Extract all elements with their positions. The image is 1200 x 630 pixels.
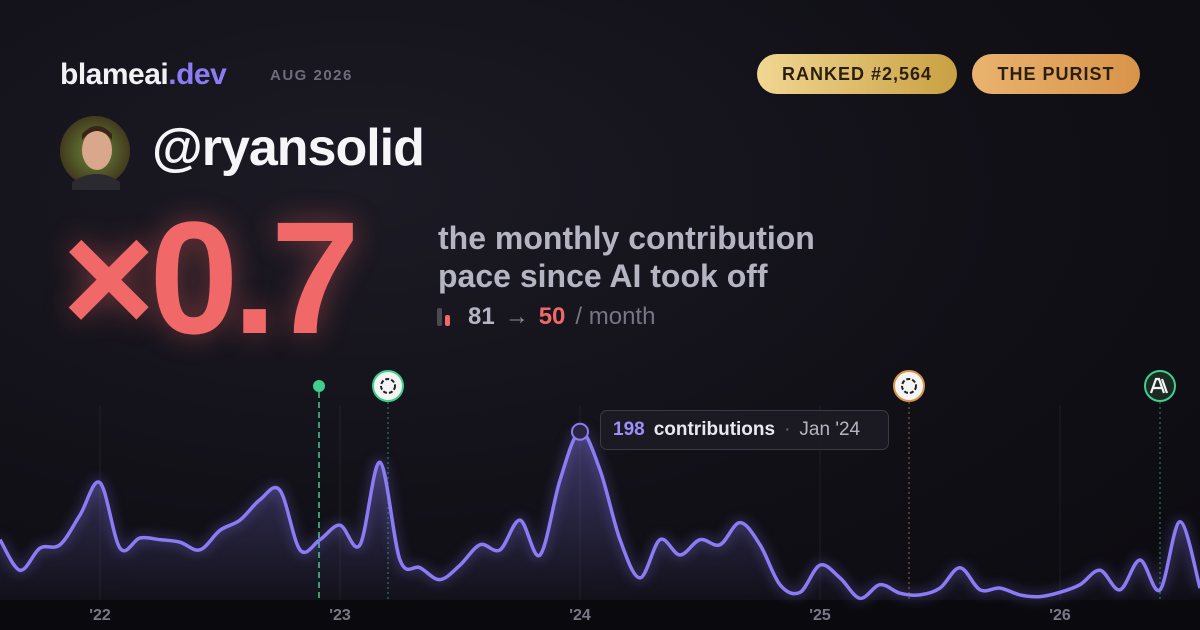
pace-arrow: → <box>504 303 529 330</box>
brand: blameai.dev <box>60 58 227 92</box>
x-tick-label: '22 <box>89 607 111 624</box>
event-dot <box>313 380 325 392</box>
x-tick-label: '25 <box>809 607 831 624</box>
event-icon-glyph <box>901 378 917 394</box>
x-tick-label: '26 <box>1049 607 1071 624</box>
tooltip-label: contributions <box>653 419 776 440</box>
brand-tld: .dev <box>168 58 227 91</box>
event-icon <box>1144 370 1176 402</box>
brand-name: blameai <box>60 58 169 91</box>
pace-after: 50 <box>538 303 566 330</box>
pace-before: 81 <box>468 303 495 330</box>
headline: the monthly contribution <box>438 220 815 256</box>
rank-badge: RANKED #2,564 <box>757 54 957 94</box>
highlight-point <box>571 422 589 441</box>
event-icon <box>893 370 925 402</box>
tooltip-date: Jan '24 <box>799 419 861 440</box>
x-axis-band <box>0 600 1200 630</box>
handle: @ryansolid <box>152 119 425 177</box>
events <box>313 370 1176 600</box>
headline: pace since AI took off <box>438 258 768 294</box>
x-tick-label: '24 <box>569 607 591 624</box>
x-tick-label: '23 <box>329 607 351 624</box>
event-icon-glyph <box>380 378 396 394</box>
event-icon-glyph <box>1149 377 1169 394</box>
tooltip: 198 contributions · Jan '24 <box>600 410 889 450</box>
line <box>0 429 1200 601</box>
pace-icon <box>437 308 450 326</box>
date: AUG 2026 <box>270 67 353 84</box>
tooltip-value: 198 <box>613 419 645 440</box>
avatar-hair <box>82 126 112 140</box>
persona-badge: THE PURIST <box>972 54 1140 94</box>
pace: 81 → 50 / month <box>437 303 655 331</box>
area <box>0 431 1200 600</box>
avatar-face <box>82 130 112 170</box>
pace-unit: / month <box>575 303 656 330</box>
avatar-shirt <box>72 174 120 190</box>
event-icon <box>372 370 404 402</box>
tooltip-separator: · <box>784 419 791 440</box>
multiplier: ×0.7 <box>62 188 360 367</box>
